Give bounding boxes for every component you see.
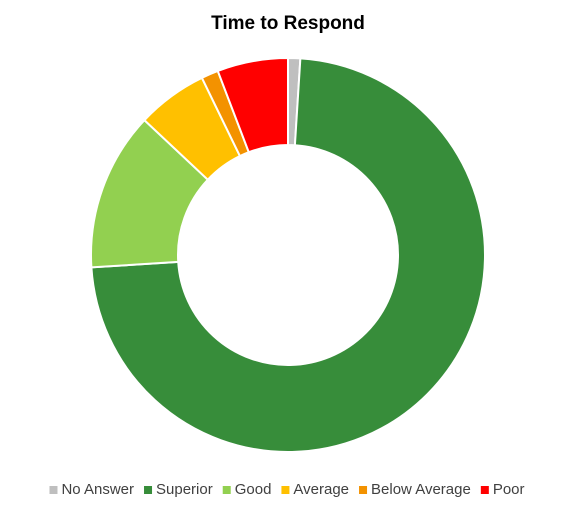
- donut-slice: [216, 56, 289, 154]
- legend-label: Good: [235, 481, 272, 498]
- legend-swatch: [49, 486, 58, 494]
- legend-swatch: [480, 486, 489, 494]
- legend-label: Below Average: [371, 481, 471, 498]
- legend-swatch: [359, 486, 368, 494]
- legend-swatch: [144, 486, 153, 494]
- chart-title: Time to Respond: [211, 13, 365, 34]
- legend-label: Poor: [493, 481, 525, 498]
- legend-label: No Answer: [61, 481, 134, 498]
- legend-label: Average: [293, 481, 349, 498]
- donut-slice: [90, 57, 486, 453]
- legend-swatch: [281, 486, 290, 494]
- legend-label: Superior: [156, 481, 213, 498]
- legend-swatch: [222, 486, 231, 494]
